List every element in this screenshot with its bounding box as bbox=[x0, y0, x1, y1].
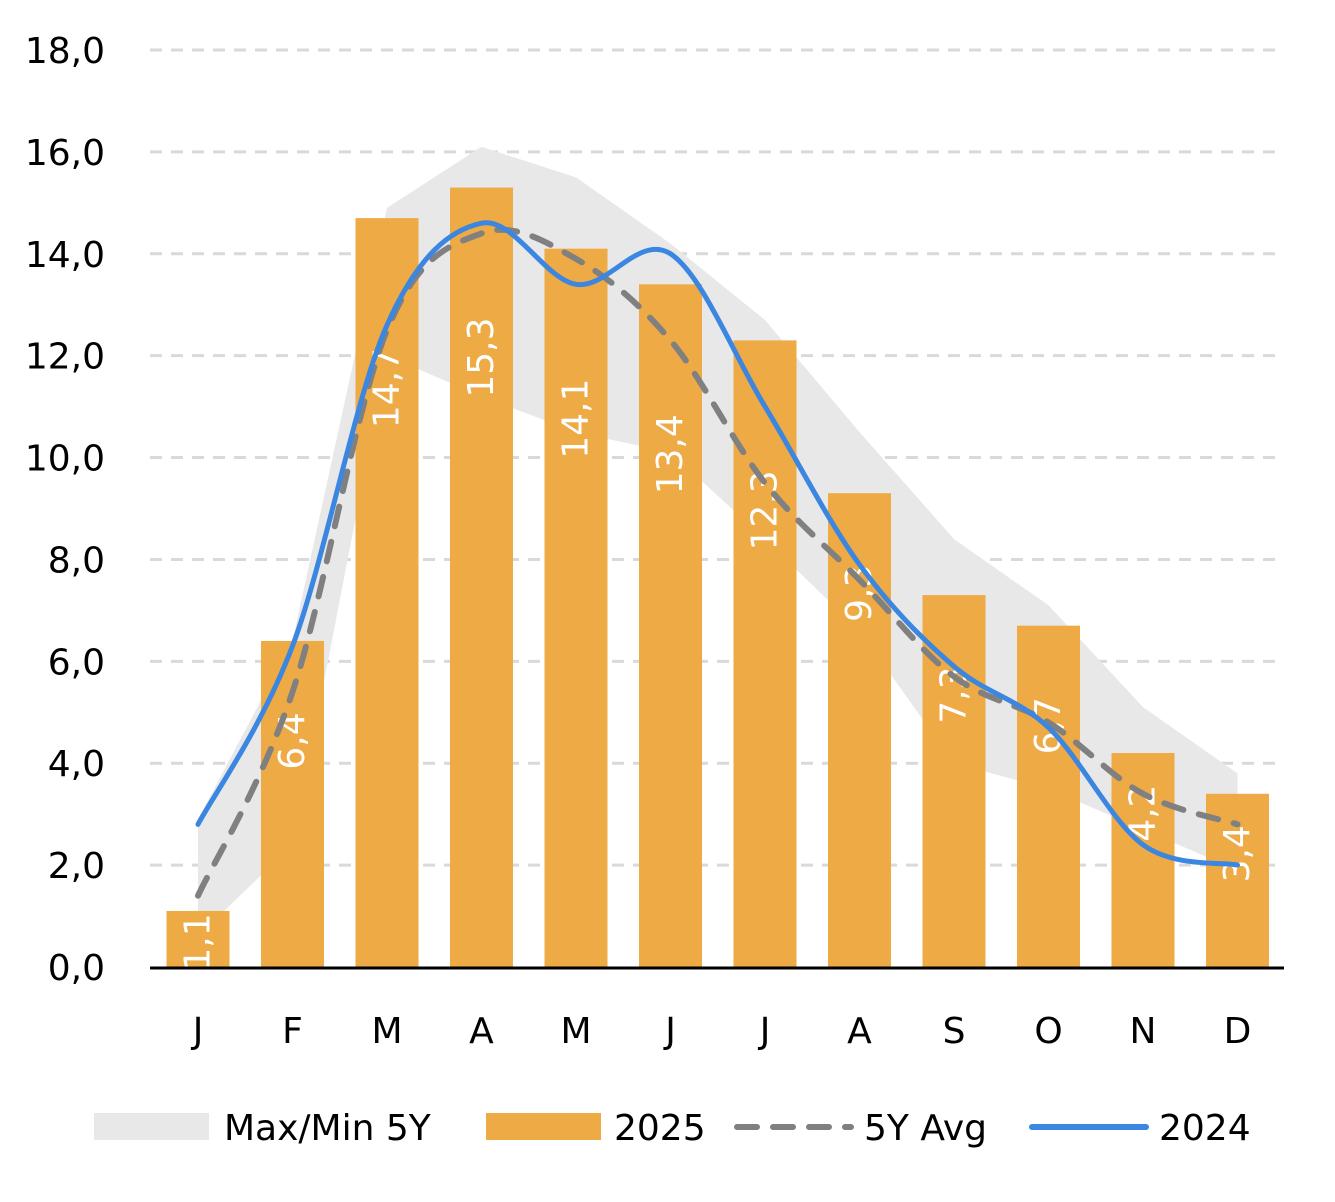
x-tick-label: O bbox=[1034, 1011, 1062, 1052]
bar-value-label: 14,1 bbox=[556, 379, 597, 459]
x-tick-label: F bbox=[282, 1011, 303, 1052]
bar-labels: 1,16,414,7 15,314,1 13,412,39,37,36,74,23,… bbox=[178, 317, 1259, 970]
bar bbox=[1111, 753, 1175, 967]
bar-value-label: 15,3 bbox=[461, 317, 502, 397]
x-tick-label: M bbox=[560, 1011, 591, 1052]
legend-label-2024: 2024 bbox=[1159, 1108, 1251, 1149]
x-tick-label: D bbox=[1224, 1011, 1252, 1052]
bars-2025 bbox=[166, 187, 1269, 968]
y-tick-label: 12,0 bbox=[25, 337, 105, 378]
bar bbox=[355, 218, 419, 967]
x-tick-label: J bbox=[663, 1011, 676, 1052]
bar bbox=[166, 910, 230, 967]
bar bbox=[733, 340, 797, 968]
y-tick-label: 2,0 bbox=[48, 846, 105, 887]
line-2024 bbox=[195, 220, 1240, 868]
bar-value-label: 3,4 bbox=[1217, 825, 1258, 882]
bar-value-label: 13,4 bbox=[650, 414, 691, 494]
bar bbox=[639, 284, 702, 967]
y-tick-label: 6,0 bbox=[48, 642, 105, 683]
x-tick-label: S bbox=[943, 1011, 966, 1052]
bar-value-label: 9,3 bbox=[839, 565, 880, 622]
y-axis-ticks: 0,0 2,0 4,0 6,0 8,0 10,0 12,0 14,0 16,0 18,0 bbox=[25, 31, 105, 989]
y-tick-label: 0,0 bbox=[48, 948, 105, 989]
x-tick-label: M bbox=[371, 1011, 402, 1052]
bar bbox=[922, 595, 986, 967]
y-tick-label: 16,0 bbox=[25, 133, 105, 174]
x-tick-label: A bbox=[469, 1011, 494, 1052]
x-tick-label: J bbox=[191, 1011, 204, 1052]
band-area bbox=[198, 146, 1238, 937]
x-tick-label: N bbox=[1130, 1011, 1157, 1052]
bar bbox=[1017, 625, 1080, 967]
y-tick-label: 18,0 bbox=[25, 31, 105, 72]
legend: Max/Min 5Y 2025 5Y Avg 2024 bbox=[94, 1108, 1251, 1149]
legend-swatch-max-min bbox=[94, 1113, 209, 1140]
y-tick-label: 4,0 bbox=[48, 744, 105, 785]
x-tick-label: A bbox=[847, 1011, 872, 1052]
y-tick-label: 10,0 bbox=[25, 439, 105, 480]
legend-swatch-2025 bbox=[486, 1113, 601, 1140]
bar bbox=[544, 248, 608, 967]
legend-label-max-min: Max/Min 5Y bbox=[224, 1108, 432, 1149]
lines bbox=[195, 220, 1241, 899]
max-min-band bbox=[198, 146, 1238, 937]
bar-value-label: 1,1 bbox=[178, 913, 219, 970]
bar-value-label: 6,4 bbox=[272, 712, 313, 769]
y-tick-label: 8,0 bbox=[48, 540, 105, 581]
legend-label-2025: 2025 bbox=[614, 1108, 706, 1149]
y-tick-label: 14,0 bbox=[25, 235, 105, 276]
legend-label-5y-avg: 5Y Avg bbox=[864, 1108, 987, 1149]
bar bbox=[450, 187, 513, 968]
x-tick-label: J bbox=[758, 1011, 771, 1052]
bar bbox=[828, 493, 891, 967]
